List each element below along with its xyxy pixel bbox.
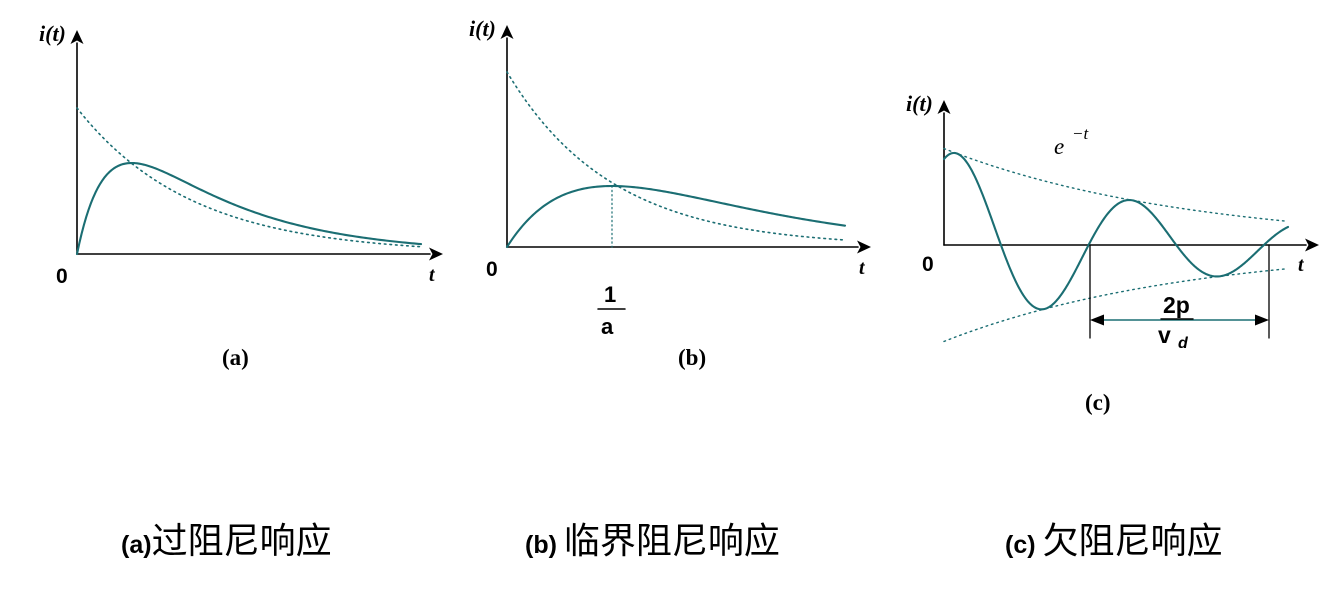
svg-text:0: 0: [922, 253, 934, 276]
svg-text:2p: 2p: [1163, 292, 1190, 318]
svg-text:t: t: [859, 257, 866, 279]
svg-text:1: 1: [604, 282, 616, 307]
svg-text:e: e: [1054, 134, 1064, 159]
svg-text:i(t): i(t): [469, 16, 496, 41]
svg-text:i(t): i(t): [906, 91, 933, 116]
svg-text:a: a: [601, 314, 614, 339]
svg-text:0: 0: [486, 258, 498, 281]
svg-text:0: 0: [56, 265, 68, 288]
svg-text:t: t: [429, 264, 436, 286]
svg-text:i(t): i(t): [39, 21, 66, 46]
svg-text:d: d: [1178, 335, 1189, 352]
svg-text:−t: −t: [1072, 124, 1089, 143]
svg-text:v: v: [1158, 322, 1171, 348]
svg-text:t: t: [1298, 254, 1305, 276]
